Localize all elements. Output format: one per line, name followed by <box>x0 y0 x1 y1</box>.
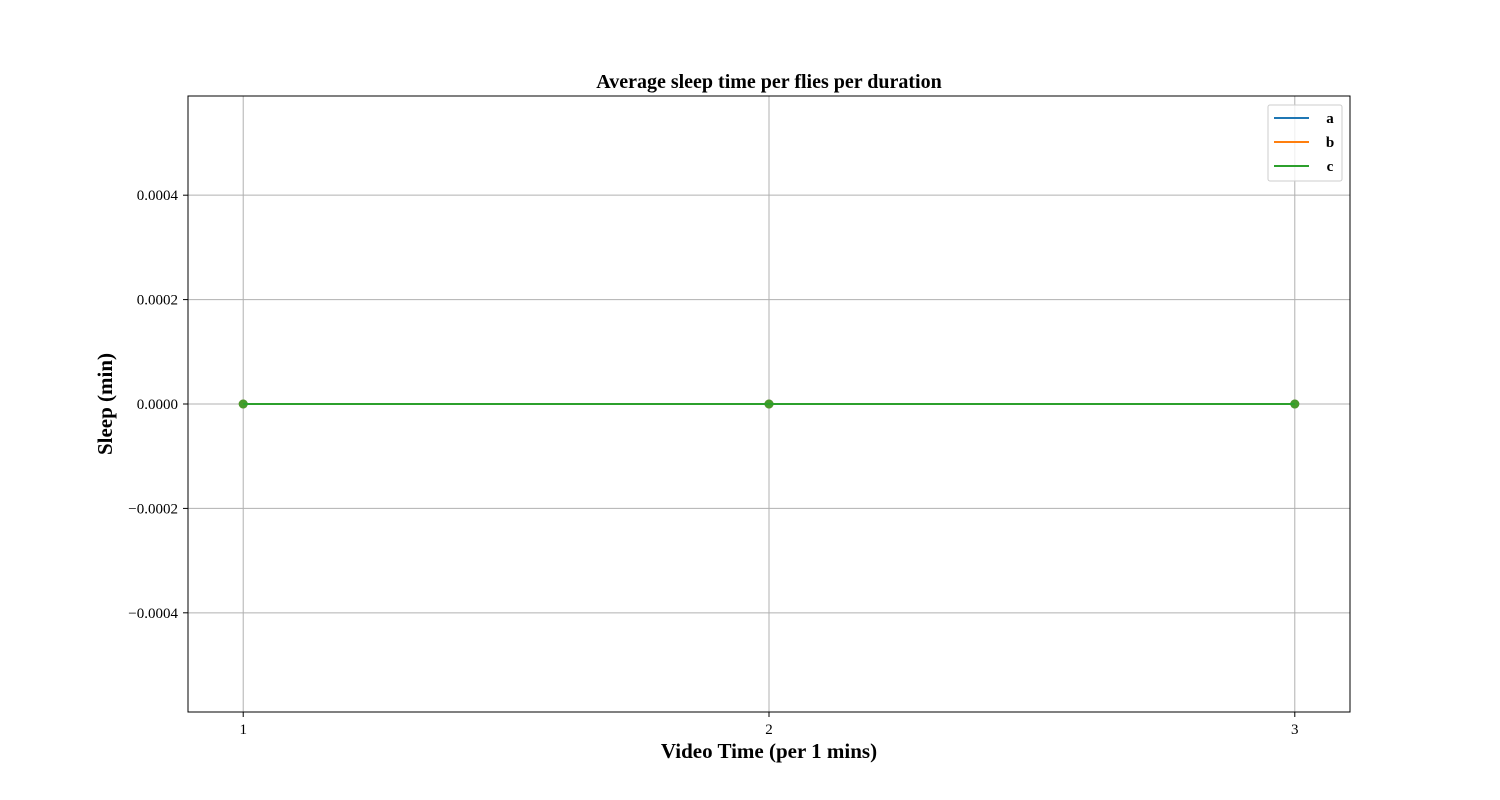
x-tick-label: 3 <box>1291 722 1299 738</box>
legend-label-a: a <box>1326 111 1334 127</box>
y-tick-label: 0.0004 <box>137 188 179 204</box>
y-tick-label: 0.0002 <box>137 293 178 309</box>
x-axis-label: Video Time (per 1 mins) <box>661 739 877 763</box>
legend-label-b: b <box>1326 135 1334 151</box>
legend-label-c: c <box>1327 159 1334 175</box>
axis-ticks: 1 2 3 −0.0004 −0.0002 0.0000 0.0002 0.0004 <box>128 188 1298 738</box>
x-tick-label: 1 <box>239 722 247 738</box>
y-axis-label: Sleep (min) <box>93 353 117 455</box>
y-tick-label: 0.0000 <box>137 397 178 413</box>
data-point-c <box>764 399 774 409</box>
y-tick-label: −0.0004 <box>128 606 178 622</box>
data-point-c <box>238 399 248 409</box>
y-tick-label: −0.0002 <box>128 501 178 517</box>
chart-title: Average sleep time per flies per duratio… <box>596 71 942 93</box>
x-tick-label: 2 <box>765 722 773 738</box>
series-lines <box>238 399 1300 409</box>
data-point-c <box>1290 399 1300 409</box>
legend: abc <box>1267 104 1343 182</box>
